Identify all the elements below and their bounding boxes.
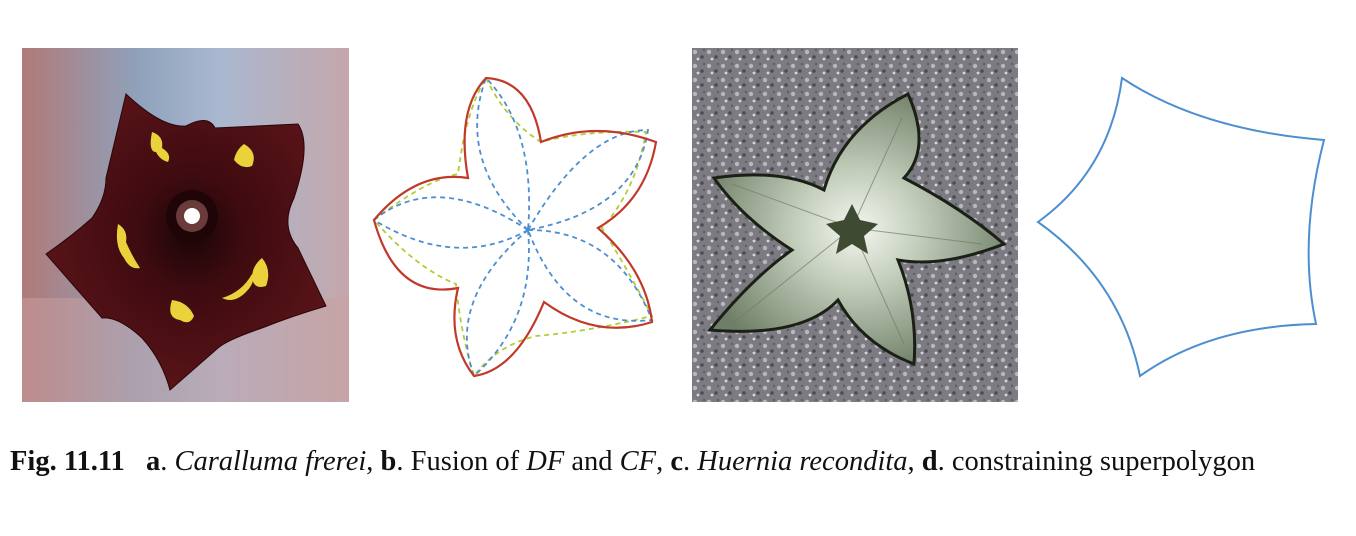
- diagram-constraining-superpolygon: [1030, 70, 1335, 382]
- figure-label: Fig. 11.11: [10, 446, 125, 477]
- caption-a-letter: a: [145, 446, 161, 477]
- superpolygon-svg: [1036, 76, 1326, 378]
- petal-veins: [731, 117, 983, 345]
- figure-caption: Fig. 11.11 a. Caralluma frerei, b. Fusio…: [10, 446, 1256, 477]
- caralluma-frerei-image: [22, 48, 349, 402]
- fusion-outline-red: [372, 76, 658, 378]
- superpolygon-outline: [1036, 76, 1326, 378]
- photo-caralluma-frerei: [22, 48, 349, 402]
- photo-huernia-recondita: [692, 48, 1018, 402]
- diagram-fusion-df-cf: [366, 70, 666, 382]
- caption-b-letter: b: [380, 446, 397, 477]
- caption-b-text-1: Fusion of: [410, 446, 527, 477]
- cf-pentagon-dashed: [372, 76, 654, 378]
- caption-c-species: Huernia recondita: [697, 446, 908, 477]
- df-petals-dashed: [372, 76, 654, 378]
- yellow-markings: [116, 132, 269, 323]
- caption-b-cf: CF: [619, 446, 657, 477]
- caption-d-letter: d: [921, 446, 938, 477]
- caption-c-letter: c: [670, 446, 683, 477]
- fusion-diagram-svg: [372, 76, 658, 378]
- caption-d-text: constraining superpolygon: [951, 446, 1256, 477]
- huernia-recondita-image: [692, 48, 1018, 402]
- caption-a-species: Caralluma frerei: [174, 446, 367, 477]
- flower-petals-a: [45, 93, 327, 391]
- corona-star: [826, 204, 878, 254]
- caption-b-df: DF: [526, 446, 565, 477]
- caption-b-text-2: and: [564, 446, 620, 477]
